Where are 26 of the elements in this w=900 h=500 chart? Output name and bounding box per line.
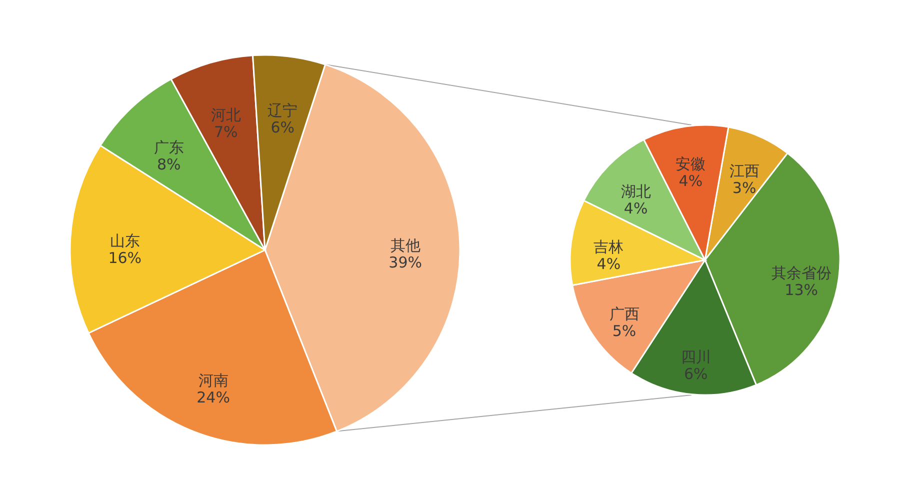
slice-label: 湖北: [620, 182, 651, 201]
data-label: 3%: [732, 179, 756, 198]
slice-label: 河北: [210, 106, 241, 124]
data-label: 8%: [156, 156, 181, 174]
data-label: 6%: [270, 118, 294, 137]
data-label: 6%: [684, 364, 708, 383]
slice-label: 广西: [609, 305, 640, 324]
data-label: 39%: [388, 254, 422, 272]
slice-label: 四川: [680, 348, 711, 366]
slice-label: 吉林: [594, 238, 624, 256]
data-label: 4%: [678, 172, 703, 190]
data-label: 4%: [596, 254, 621, 273]
data-label: 4%: [624, 200, 648, 218]
slice-label: 辽宁: [268, 102, 298, 120]
slice-label: 广东: [154, 138, 184, 157]
slice-label: 其余省份: [771, 264, 832, 282]
slice-label: 安徽: [676, 154, 706, 173]
data-label: 5%: [612, 322, 636, 340]
slice-label: 其他: [390, 236, 420, 255]
data-label: 16%: [108, 249, 142, 268]
slice-label: 河南: [198, 372, 228, 390]
slice-label: 江西: [729, 162, 760, 180]
data-label: 24%: [196, 388, 230, 407]
slice-label: 山东: [110, 232, 140, 250]
data-label: 7%: [214, 123, 238, 142]
data-label: 13%: [784, 281, 818, 300]
